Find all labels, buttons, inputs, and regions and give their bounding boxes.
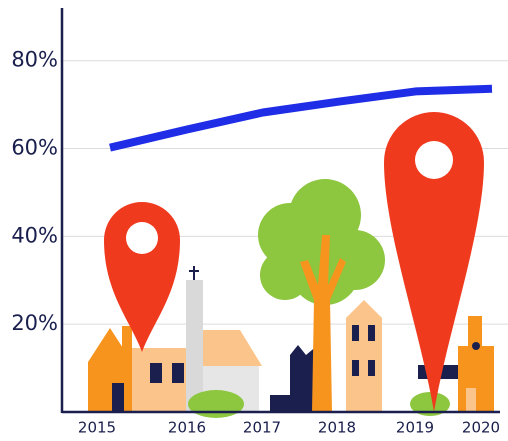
tower — [468, 316, 482, 346]
map-pin — [104, 202, 180, 352]
roof — [203, 330, 262, 366]
x-tick-label: 2017 — [243, 419, 281, 437]
line — [109, 84, 493, 152]
window — [352, 325, 359, 341]
pin-hole — [415, 141, 453, 179]
tree-trunk — [300, 235, 346, 412]
y-tick-label: 40% — [11, 223, 58, 247]
tower — [186, 280, 203, 412]
door — [466, 388, 476, 412]
x-tick-label: 2019 — [396, 419, 434, 437]
window — [472, 342, 480, 350]
window — [352, 360, 359, 376]
door — [112, 383, 124, 412]
y-tick-label: 60% — [11, 136, 58, 160]
buildings — [270, 345, 318, 412]
pin-hole — [126, 222, 158, 254]
y-tick-label: 80% — [11, 48, 58, 72]
chimney — [122, 326, 132, 362]
illustration — [88, 112, 494, 418]
x-tick-label: 2016 — [168, 419, 206, 437]
building — [346, 300, 382, 412]
map-pin — [384, 112, 484, 413]
x-tick-label: 2015 — [78, 419, 116, 437]
window — [150, 363, 162, 383]
window — [368, 360, 375, 376]
x-tick-label: 2018 — [318, 419, 356, 437]
x-tick-label: 2020 — [462, 419, 500, 437]
y-tick-label: 20% — [11, 311, 58, 335]
bush — [188, 390, 244, 418]
window — [368, 325, 375, 341]
bush — [410, 392, 450, 416]
window — [172, 363, 184, 383]
